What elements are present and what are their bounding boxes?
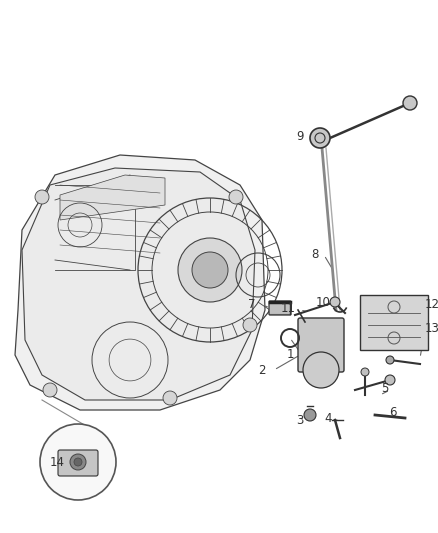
Circle shape — [229, 190, 243, 204]
Polygon shape — [60, 175, 165, 220]
Text: 4: 4 — [324, 411, 332, 424]
Circle shape — [178, 238, 242, 302]
Circle shape — [163, 391, 177, 405]
Text: 3: 3 — [297, 414, 304, 426]
FancyBboxPatch shape — [58, 450, 98, 476]
Text: 8: 8 — [311, 248, 319, 262]
Circle shape — [403, 96, 417, 110]
Circle shape — [386, 356, 394, 364]
Text: 11: 11 — [280, 302, 296, 314]
Circle shape — [243, 318, 257, 332]
Text: 1: 1 — [286, 349, 294, 361]
Text: 13: 13 — [424, 321, 438, 335]
Text: 5: 5 — [381, 382, 389, 394]
Text: 7: 7 — [248, 298, 256, 311]
Text: 2: 2 — [258, 364, 266, 376]
Text: 14: 14 — [49, 456, 64, 469]
Circle shape — [330, 297, 340, 307]
Polygon shape — [22, 168, 255, 400]
Circle shape — [192, 252, 228, 288]
Polygon shape — [15, 155, 265, 410]
FancyBboxPatch shape — [269, 301, 291, 315]
Text: 9: 9 — [296, 131, 304, 143]
Circle shape — [70, 454, 86, 470]
Circle shape — [361, 368, 369, 376]
Text: 10: 10 — [315, 295, 330, 309]
Circle shape — [385, 375, 395, 385]
Circle shape — [40, 424, 116, 500]
Circle shape — [74, 458, 82, 466]
Text: 12: 12 — [424, 298, 438, 311]
Circle shape — [303, 352, 339, 388]
Circle shape — [35, 190, 49, 204]
Circle shape — [43, 383, 57, 397]
FancyBboxPatch shape — [360, 295, 428, 350]
Circle shape — [310, 128, 330, 148]
FancyBboxPatch shape — [298, 318, 344, 372]
Text: 6: 6 — [389, 407, 397, 419]
Circle shape — [304, 409, 316, 421]
